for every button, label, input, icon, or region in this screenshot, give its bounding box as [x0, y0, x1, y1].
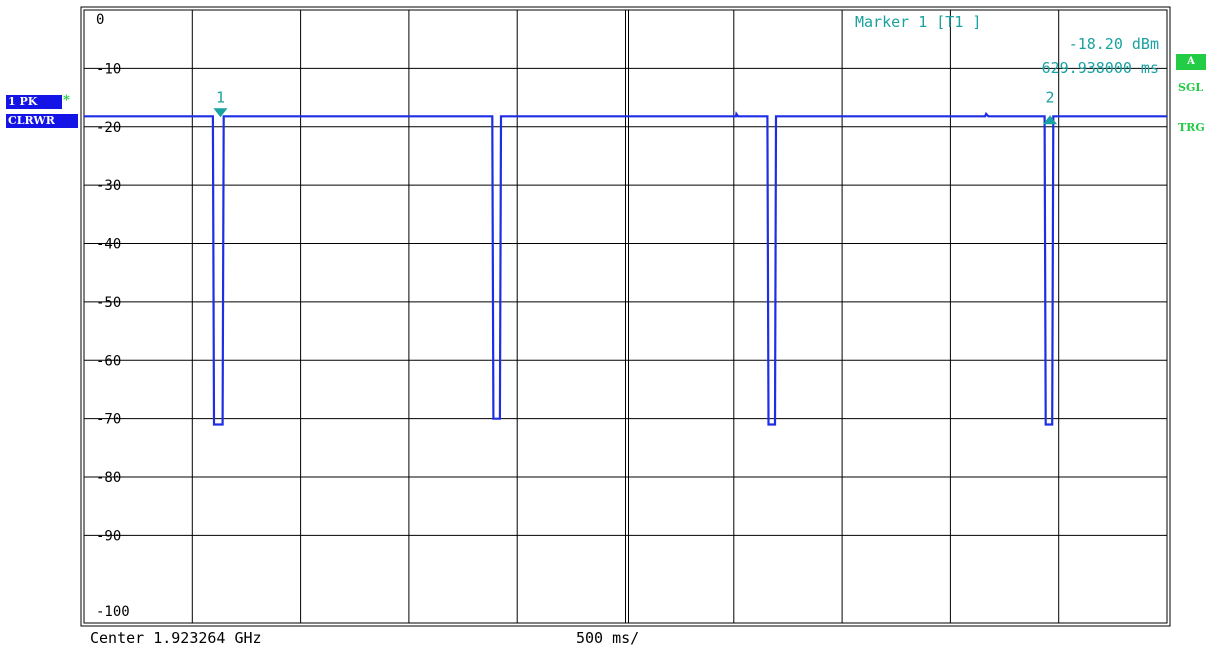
trace-star-indicator: *: [63, 93, 70, 108]
y-tick-label: -60: [96, 353, 121, 369]
y-tick-label: -40: [96, 237, 121, 253]
y-axis-tick-labels: 0 -10 -20 -30 -40 -50 -60 -70 -80 -90 -100: [96, 12, 130, 620]
marker-triangle: [1043, 115, 1058, 125]
sweep-time-per-div-label: 500 ms/: [576, 629, 640, 647]
marker-number-label: 1: [216, 88, 225, 106]
marker-triangle: [213, 108, 228, 118]
marker-readout: Marker 1 [T1 ] -18.20 dBm 629.938000 ms: [855, 13, 1159, 77]
marker-readout-title: Marker 1 [T1 ]: [855, 13, 981, 31]
y-tick-label: -10: [96, 61, 121, 77]
screen-a-badge: A: [1176, 54, 1206, 70]
trigger-indicator: TRG: [1178, 121, 1205, 134]
y-tick-label: -50: [96, 295, 121, 311]
y-tick-label: -70: [96, 412, 121, 428]
trace-mode-label: CLRWR: [6, 114, 78, 128]
y-tick-label: 0: [96, 12, 104, 28]
y-tick-label: -20: [96, 120, 121, 136]
center-frequency-label: Center 1.923264 GHz: [90, 629, 262, 647]
trace-detector-label: 1 PK: [6, 95, 62, 109]
plot-grid: [84, 10, 1167, 623]
y-tick-label: -90: [96, 528, 121, 544]
plot-outer-border: [80, 6, 1171, 627]
trace-layer: [84, 111, 1167, 426]
y-tick-label: -100: [96, 604, 130, 620]
y-tick-label: -30: [96, 178, 121, 194]
marker-readout-time: 629.938000 ms: [1042, 59, 1159, 77]
marker-number-label: 2: [1046, 88, 1055, 106]
single-sweep-indicator: SGL: [1178, 81, 1204, 94]
trace-line: [84, 111, 1167, 426]
y-tick-label: -80: [96, 470, 121, 486]
marker-readout-level: -18.20 dBm: [1069, 35, 1159, 53]
